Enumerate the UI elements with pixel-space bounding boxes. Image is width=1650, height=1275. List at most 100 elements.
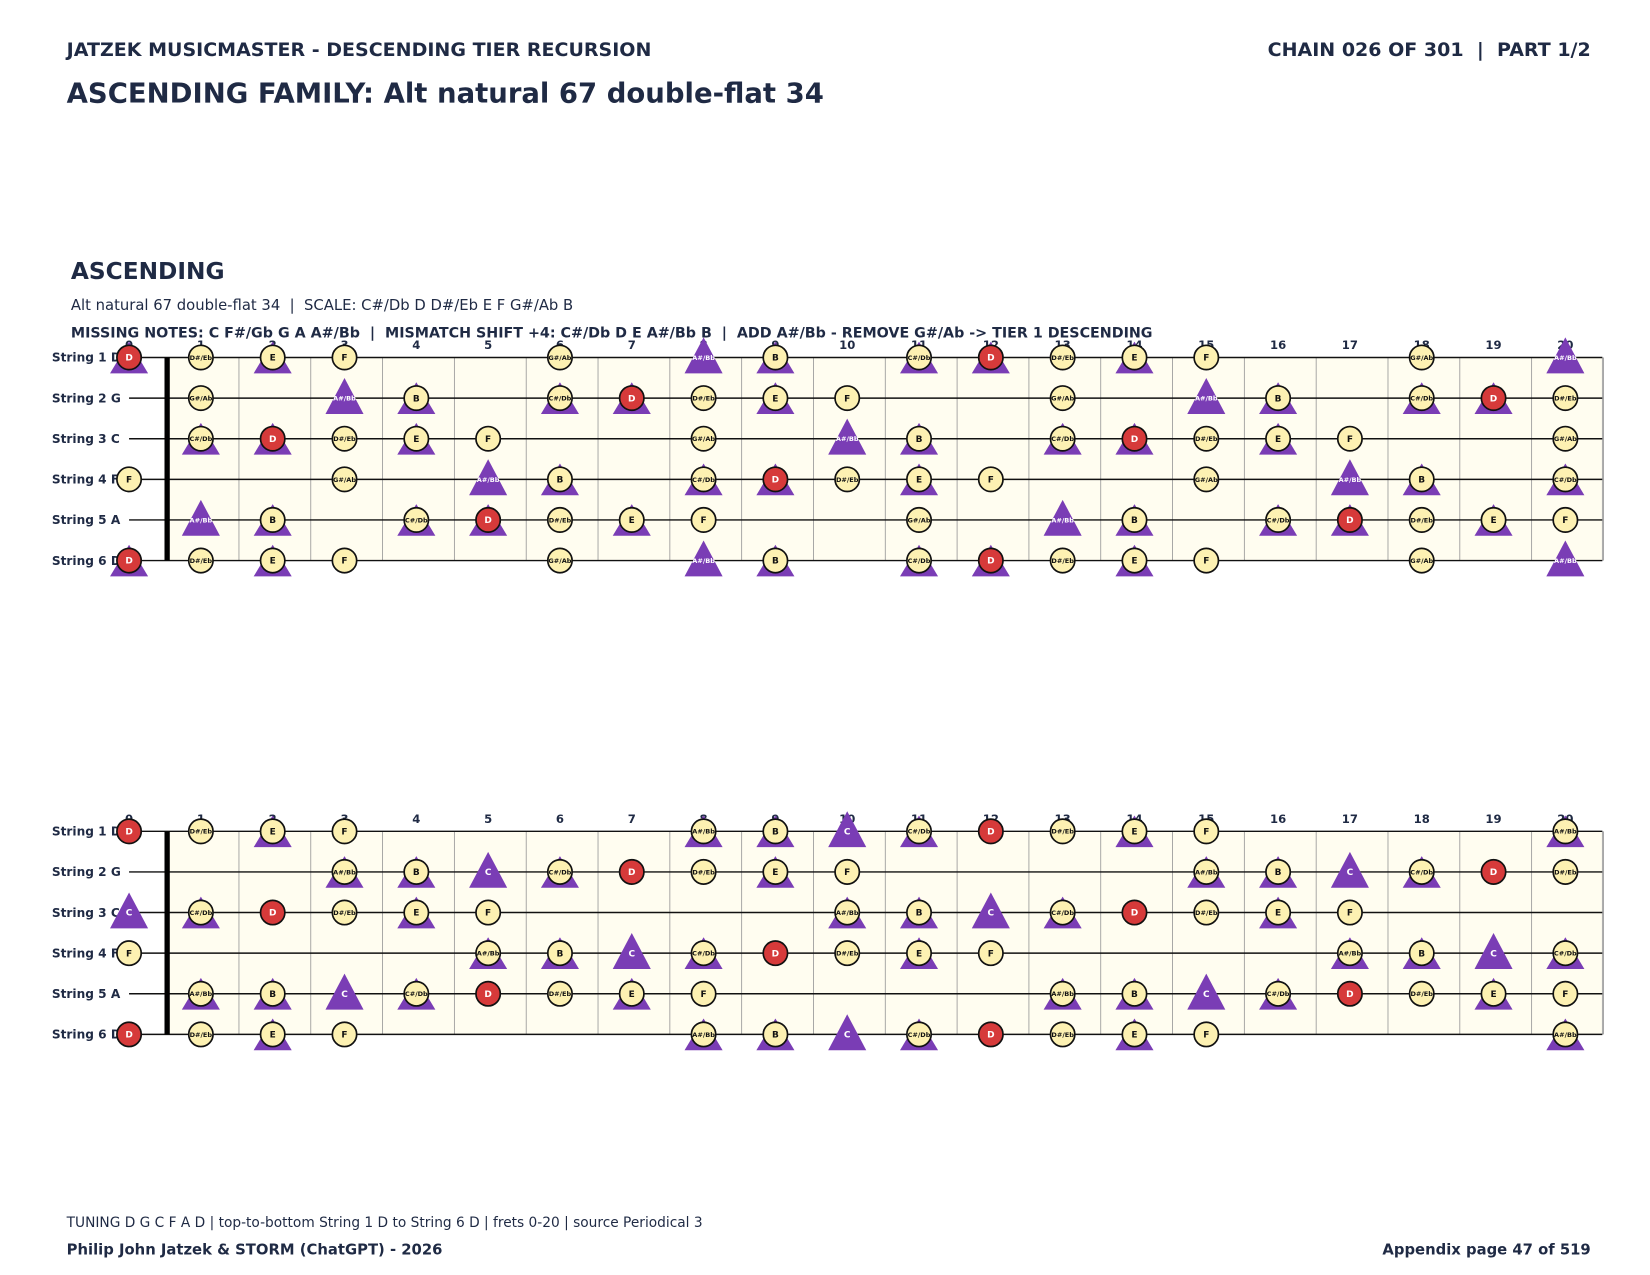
note-circle xyxy=(1265,425,1292,452)
note-marker: A#/Bb xyxy=(325,378,364,414)
note-label: B xyxy=(557,476,564,486)
note-marker: E xyxy=(756,382,795,414)
note-label: C#/Db xyxy=(549,868,572,876)
note-circle xyxy=(762,858,789,885)
note-circle xyxy=(906,818,933,845)
note-circle xyxy=(1265,980,1292,1007)
fret-number: 19 xyxy=(1485,338,1501,352)
triangle-mark xyxy=(1330,459,1369,496)
note-label: G#/Ab xyxy=(1195,476,1218,484)
note-marker: A#/Bb xyxy=(1043,499,1082,536)
note-circle xyxy=(1336,899,1363,926)
note-marker: A#/Bb xyxy=(469,459,508,496)
note-label: E xyxy=(270,1031,276,1041)
note-circle xyxy=(259,980,286,1007)
note-marker: F xyxy=(1193,344,1220,371)
note-marker: A#/Bb xyxy=(1546,540,1585,577)
note-label: D xyxy=(628,394,635,404)
note-label: C xyxy=(485,868,492,878)
note-circle xyxy=(1408,344,1435,371)
note-label: E xyxy=(413,435,419,445)
triangle-mark xyxy=(684,540,723,577)
note-circle xyxy=(1049,344,1076,371)
note-marker: F xyxy=(116,466,143,493)
note-label: E xyxy=(772,868,778,878)
note-label: G#/Ab xyxy=(548,557,571,565)
note-label: D#/Eb xyxy=(333,909,356,917)
note-circle xyxy=(331,818,358,845)
note-circle xyxy=(977,1021,1004,1048)
note-label: E xyxy=(413,909,419,919)
note-circle xyxy=(1193,466,1220,493)
note-label: B xyxy=(269,990,276,1000)
note-label: B xyxy=(1131,990,1138,1000)
note-circle xyxy=(762,1021,789,1048)
note-marker: C#/Db xyxy=(181,422,220,455)
note-circle xyxy=(618,385,645,412)
note-circle xyxy=(762,344,789,371)
triangle-mark xyxy=(684,337,723,374)
note-label: C#/Db xyxy=(908,557,931,565)
note-label: D xyxy=(269,435,276,445)
note-label: D#/Eb xyxy=(333,435,356,443)
note-marker: C#/Db xyxy=(540,856,579,888)
note-marker: A#/Bb xyxy=(1546,815,1585,848)
note-label: C xyxy=(341,990,348,1000)
note-circle xyxy=(1193,425,1220,452)
note-label: E xyxy=(1490,990,1496,1000)
note-label: D xyxy=(987,354,994,364)
note-circle xyxy=(187,547,214,574)
note-circle xyxy=(259,899,286,926)
note-marker: D#/Eb xyxy=(1408,506,1435,533)
note-label: D#/Eb xyxy=(190,1031,213,1039)
note-circle xyxy=(259,344,286,371)
header-right: CHAIN 026 OF 301 | PART 1/2 xyxy=(1268,39,1591,61)
note-circle xyxy=(690,466,717,493)
note-marker: D xyxy=(1121,899,1148,926)
note-marker: A#/Bb xyxy=(1187,856,1226,888)
note-label: D#/Eb xyxy=(1195,435,1218,443)
note-label: A#/Bb xyxy=(1051,516,1074,524)
note-marker: D#/Eb xyxy=(1049,818,1076,845)
note-marker: E xyxy=(1115,1018,1154,1051)
page-title: ASCENDING FAMILY: Alt natural 67 double-… xyxy=(67,78,824,110)
note-circle xyxy=(475,425,502,452)
note-marker: C#/Db xyxy=(899,815,939,848)
note-label: E xyxy=(1131,1031,1137,1041)
note-label: C#/Db xyxy=(1554,476,1577,484)
note-circle xyxy=(1049,425,1076,452)
note-label: D xyxy=(125,354,132,364)
note-circle xyxy=(1552,506,1579,533)
note-marker: C#/Db xyxy=(899,1018,939,1051)
note-label: G#/Ab xyxy=(1410,354,1433,362)
string-label: String 1 D xyxy=(52,825,121,839)
note-circle xyxy=(1049,1021,1076,1048)
note-circle xyxy=(1552,858,1579,885)
note-label: D xyxy=(1346,990,1353,1000)
note-marker: F xyxy=(834,858,861,885)
note-marker: D#/Eb xyxy=(187,344,214,371)
note-label: D#/Eb xyxy=(1051,1031,1074,1039)
fret-number: 19 xyxy=(1485,812,1501,826)
note-circle xyxy=(906,547,933,574)
note-marker: A#/Bb xyxy=(684,337,723,374)
note-circle xyxy=(1552,385,1579,412)
note-label: D xyxy=(772,476,779,486)
note-label: D xyxy=(1346,516,1353,526)
fret-number: 10 xyxy=(839,338,855,352)
note-label: D#/Eb xyxy=(1554,868,1577,876)
note-marker: B xyxy=(397,382,436,414)
note-marker: B xyxy=(397,856,436,888)
note-circle xyxy=(546,385,573,412)
note-circle xyxy=(1121,899,1148,926)
note-circle xyxy=(331,1021,358,1048)
note-label: F xyxy=(844,394,850,404)
note-label: C#/Db xyxy=(692,950,715,958)
note-label: B xyxy=(916,909,923,919)
note-circle xyxy=(116,1021,143,1048)
note-label: C#/Db xyxy=(1267,516,1290,524)
note-circle xyxy=(906,344,933,371)
note-marker: E xyxy=(1259,896,1298,929)
note-circle xyxy=(834,385,861,412)
note-label: A#/Bb xyxy=(692,1031,715,1039)
